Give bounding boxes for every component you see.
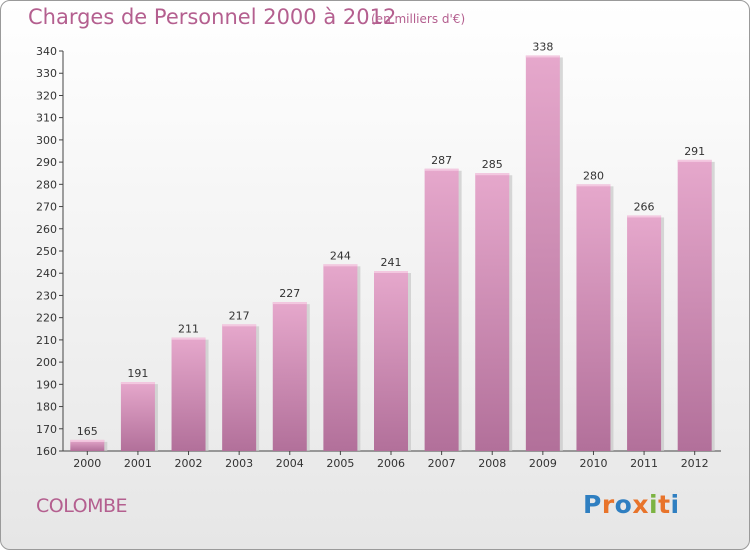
x-tick-label-2012: 2012 [681,457,709,470]
logo-letter: r [601,490,615,519]
y-tick-label: 210 [36,334,57,347]
bar-2011[interactable] [627,215,662,451]
bar-2007[interactable] [424,168,459,451]
y-tick-label: 200 [36,356,57,369]
y-tick-label: 250 [36,245,57,258]
y-tick-label: 190 [36,378,57,391]
value-label-2006: 241 [381,256,402,269]
proxiti-logo[interactable]: Proxiti [583,490,680,519]
bar-2000[interactable] [70,439,105,451]
value-label-2004: 227 [279,287,300,300]
bar-2009[interactable] [525,55,560,451]
value-label-2011: 266 [634,200,655,213]
value-label-2000: 165 [77,425,98,438]
bar-top-highlight [475,173,510,176]
bar-top-highlight [677,159,712,162]
y-tick-label: 340 [36,45,57,58]
y-tick-label: 290 [36,156,57,169]
y-tick-label: 320 [36,89,57,102]
x-tick-label-2006: 2006 [377,457,405,470]
logo-letter: P [583,490,602,519]
bar-top-highlight [323,264,358,267]
y-tick-label: 240 [36,267,57,280]
bar-top-highlight [525,55,560,58]
chart-title: Charges de Personnel 2000 à 2012 [28,5,397,29]
x-tick-label-2002: 2002 [175,457,203,470]
value-label-2007: 287 [431,154,452,167]
y-tick-label: 280 [36,178,57,191]
y-tick-label: 170 [36,423,57,436]
y-tick-label: 260 [36,223,57,236]
bar-2003[interactable] [222,324,257,451]
bar-2008[interactable] [475,173,510,451]
bar-2002[interactable] [171,337,206,451]
bar-top-highlight [171,337,206,340]
bar-2012[interactable] [677,159,712,451]
x-tick-label-2005: 2005 [326,457,354,470]
value-label-2005: 244 [330,249,351,262]
y-tick-label: 310 [36,112,57,125]
x-tick-label-2003: 2003 [225,457,253,470]
value-label-2009: 338 [532,40,553,53]
value-label-2001: 191 [127,367,148,380]
x-tick-label-2009: 2009 [529,457,557,470]
bar-top-highlight [222,324,257,327]
bar-2005[interactable] [323,264,358,451]
logo-letter: x [632,490,649,519]
x-tick-label-2011: 2011 [630,457,658,470]
commune-name: COLOMBE [36,495,128,517]
x-tick-label-2007: 2007 [428,457,456,470]
bar-2001[interactable] [120,382,155,451]
bar-top-highlight [576,184,611,187]
logo-letter: o [614,490,633,519]
y-tick-label: 220 [36,312,57,325]
value-label-2012: 291 [684,145,705,158]
x-tick-label-2001: 2001 [124,457,152,470]
bar-top-highlight [424,168,459,171]
bar-top-highlight [272,302,307,305]
y-tick-label: 330 [36,67,57,80]
y-tick-label: 270 [36,201,57,214]
value-label-2003: 217 [229,309,250,322]
bar-top-highlight [374,271,408,273]
bar-2006[interactable] [374,271,408,451]
value-label-2010: 280 [583,169,604,182]
logo-letter: i [670,490,680,519]
x-tick-label-2008: 2008 [478,457,506,470]
y-tick-label: 160 [36,445,57,458]
chart-subtitle: (en milliers d'€) [371,12,466,26]
logo-letter: i [649,490,659,519]
bar-2010[interactable] [576,184,611,452]
y-tick-label: 300 [36,134,57,147]
logo-letter: t [658,490,671,519]
x-tick-label-2000: 2000 [73,457,101,470]
x-tick-label-2004: 2004 [276,457,304,470]
y-tick-label: 180 [36,401,57,414]
bar-top-highlight [120,382,155,385]
value-label-2008: 285 [482,158,503,171]
value-label-2002: 211 [178,323,199,336]
bar-top-highlight [627,215,662,218]
bar-2004[interactable] [272,302,307,451]
bar-top-highlight [70,439,105,442]
x-tick-label-2010: 2010 [579,457,607,470]
y-tick-label: 230 [36,289,57,302]
